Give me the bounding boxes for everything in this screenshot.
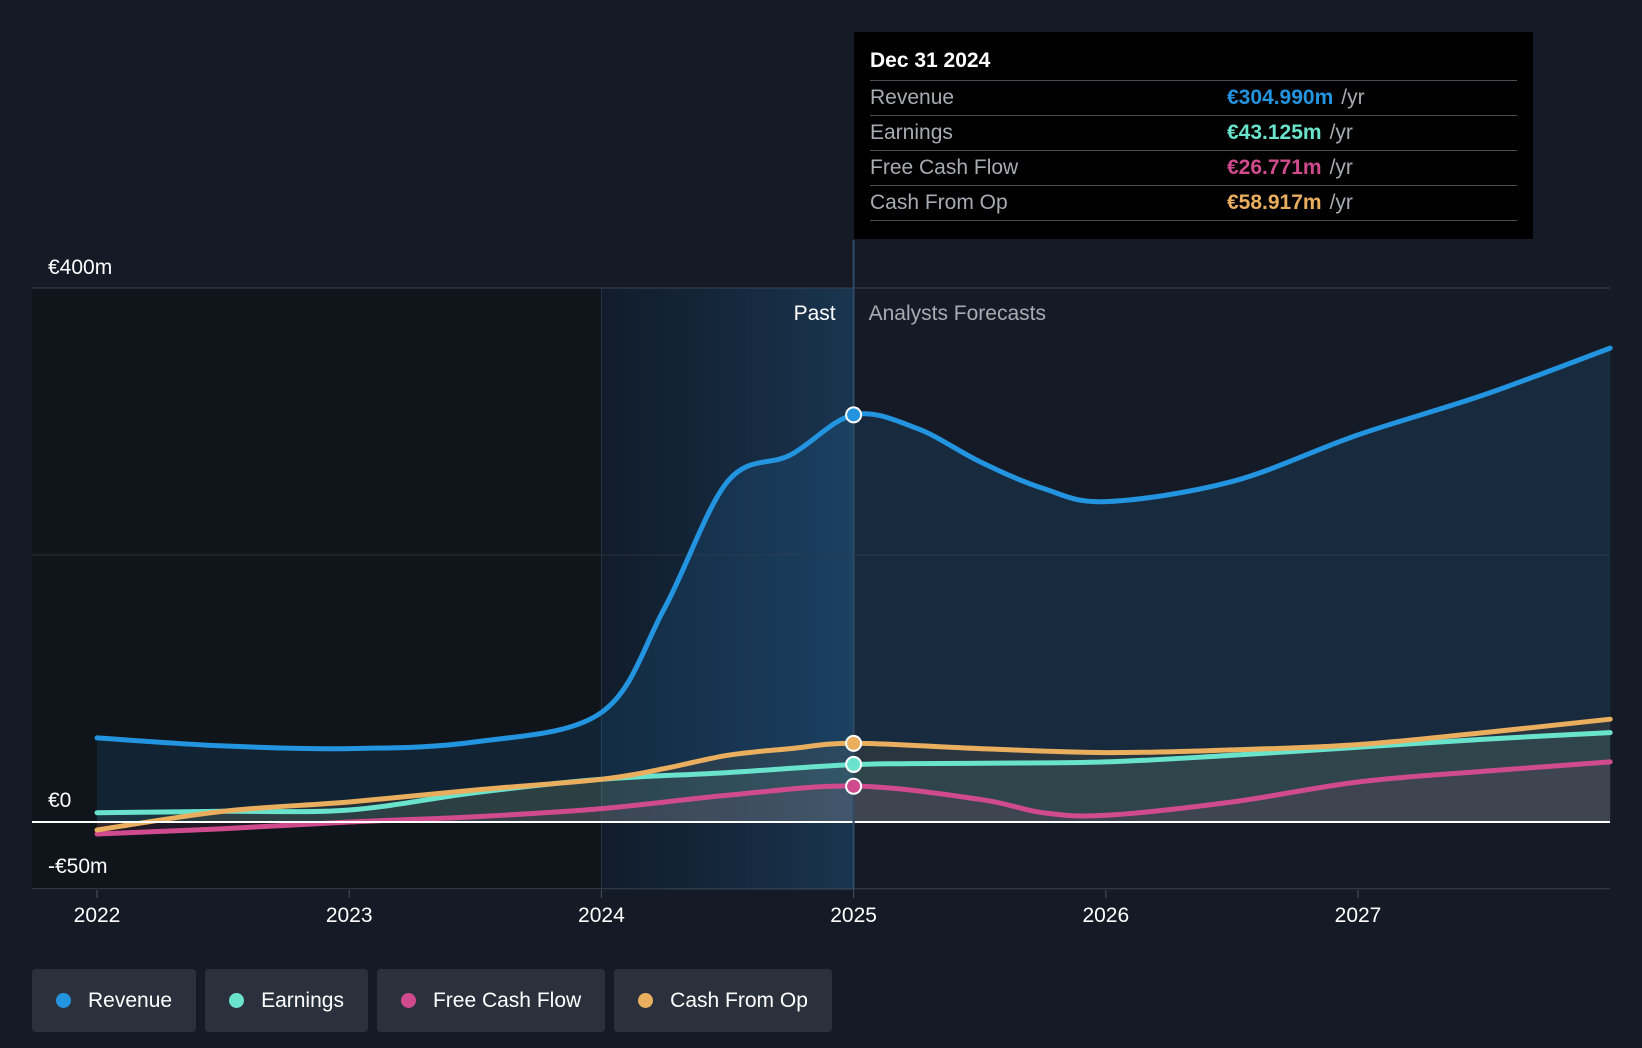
series-line-0 bbox=[94, 345, 1613, 752]
series-marker-2 bbox=[845, 777, 863, 795]
x-axis-label: 2026 bbox=[1082, 904, 1129, 927]
tooltip-value: €304.990m bbox=[1227, 86, 1334, 109]
y-axis-label: -€50m bbox=[48, 855, 108, 878]
series-marker-1 bbox=[845, 755, 863, 773]
tooltip-row-revenue: Revenue €304.990m /yr bbox=[870, 80, 1517, 115]
tooltip-label: Cash From Op bbox=[870, 191, 1008, 214]
tooltip-unit: /yr bbox=[1329, 121, 1353, 144]
legend-dot-icon bbox=[638, 993, 654, 1008]
series-line-3 bbox=[94, 716, 1613, 833]
x-axis-label: 2022 bbox=[74, 904, 121, 927]
tooltip-date: Dec 31 2024 bbox=[870, 49, 991, 72]
tooltip-unit: /yr bbox=[1329, 156, 1353, 179]
x-axis-label: 2023 bbox=[326, 904, 373, 927]
legend-dot-icon bbox=[229, 993, 245, 1008]
tooltip-value: €58.917m bbox=[1227, 191, 1322, 214]
legend: Revenue Earnings Free Cash Flow Cash Fro… bbox=[32, 969, 832, 1032]
x-axis-label: 2025 bbox=[830, 904, 877, 927]
legend-item-revenue[interactable]: Revenue bbox=[32, 969, 197, 1032]
tooltip-row-free-cash-flow: Free Cash Flow €26.771m /yr bbox=[870, 150, 1517, 185]
tooltip-label: Earnings bbox=[870, 121, 953, 144]
x-axis-label: 2027 bbox=[1335, 904, 1382, 927]
tooltip-row-earnings: Earnings €43.125m /yr bbox=[870, 115, 1517, 150]
x-axis-label: 2024 bbox=[578, 904, 625, 927]
legend-item-cash-from-op[interactable]: Cash From Op bbox=[614, 969, 832, 1032]
forecast-label: Analysts Forecasts bbox=[869, 302, 1046, 325]
legend-dot-icon bbox=[56, 993, 71, 1008]
financial-chart: €400m €0 -€50m 2022 2023 2024 2025 2026 2027 Past… bbox=[32, 240, 1613, 927]
legend-label: Cash From Op bbox=[670, 988, 808, 1012]
tooltip-row-cash-from-op: Cash From Op €58.917m /yr bbox=[870, 185, 1517, 221]
legend-label: Free Cash Flow bbox=[432, 988, 582, 1012]
legend-dot-icon bbox=[400, 993, 416, 1008]
tooltip: Dec 31 2024 Revenue €304.990m /yr Earnin… bbox=[854, 32, 1533, 239]
legend-label: Revenue bbox=[88, 988, 173, 1012]
tooltip-value: €43.125m bbox=[1227, 121, 1322, 144]
y-axis-label: €400m bbox=[48, 256, 112, 279]
tooltip-label: Free Cash Flow bbox=[870, 156, 1019, 179]
legend-item-free-cash-flow[interactable]: Free Cash Flow bbox=[376, 969, 606, 1032]
tooltip-unit: /yr bbox=[1341, 86, 1365, 109]
tooltip-label: Revenue bbox=[870, 86, 955, 109]
tooltip-value: €26.771m bbox=[1227, 156, 1322, 179]
legend-label: Earnings bbox=[261, 988, 344, 1012]
legend-item-earnings[interactable]: Earnings bbox=[205, 969, 368, 1032]
past-label: Past bbox=[794, 302, 836, 325]
y-axis-label: €0 bbox=[48, 789, 71, 812]
series-marker-0 bbox=[845, 406, 863, 424]
series-marker-3 bbox=[845, 734, 863, 752]
tooltip-unit: /yr bbox=[1329, 191, 1353, 214]
